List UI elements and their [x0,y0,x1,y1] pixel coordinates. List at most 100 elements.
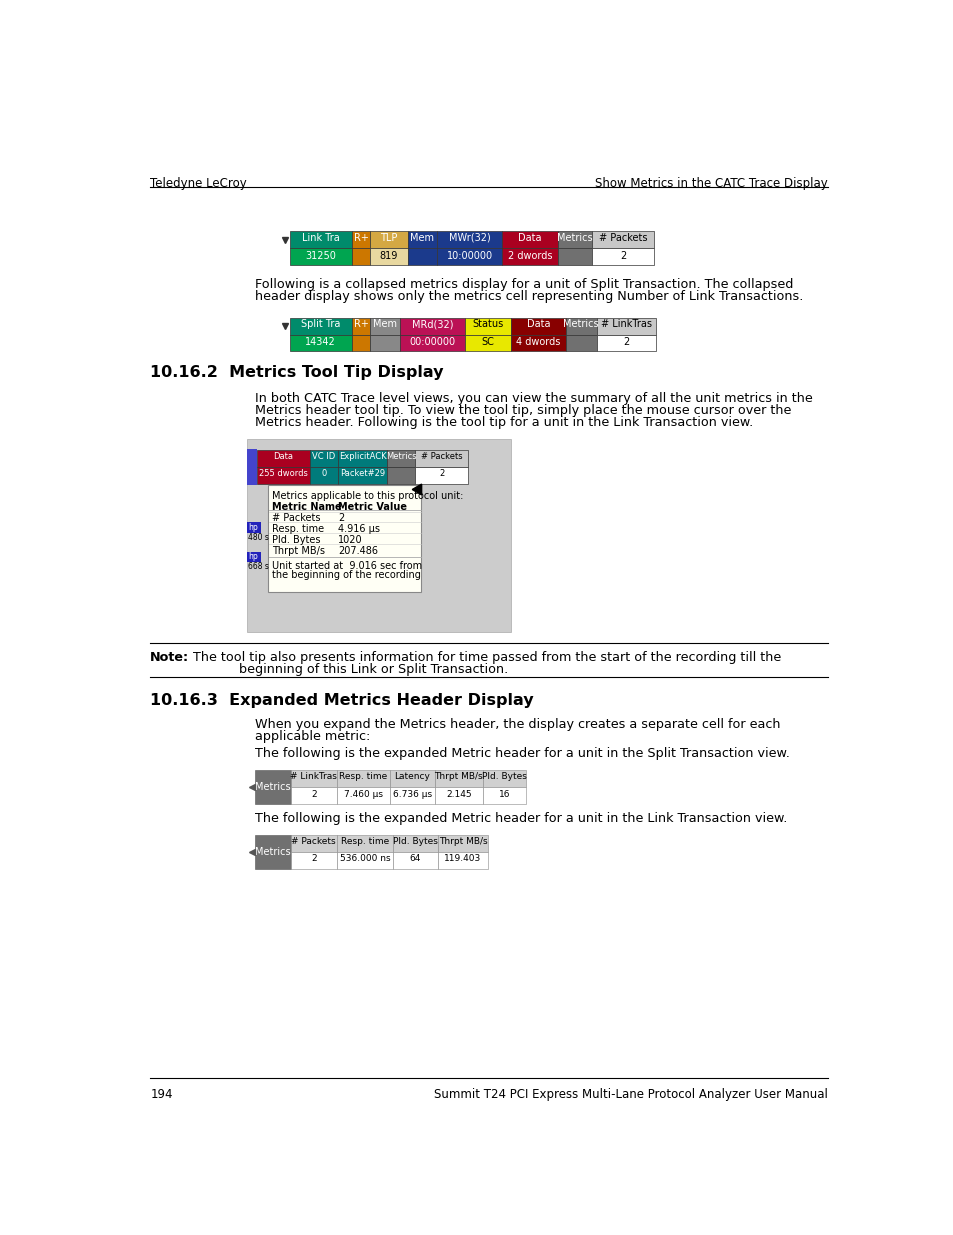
Text: Pld. Bytes: Pld. Bytes [393,836,437,846]
Bar [387,450,415,467]
Bar [437,835,488,852]
Text: Resp. time: Resp. time [340,836,389,846]
Bar [387,467,415,484]
Text: MRd(32): MRd(32) [411,319,453,330]
Bar [290,231,352,248]
Text: 4.916 μs: 4.916 μs [337,524,379,534]
Text: 31250: 31250 [305,251,335,261]
Bar [291,835,336,852]
Bar [257,450,310,467]
Text: Metrics: Metrics [254,782,291,792]
Text: Summit T24 PCI Express Multi-Lane Protocol Analyzer User Manual: Summit T24 PCI Express Multi-Lane Protoc… [434,1088,827,1100]
Bar [390,771,435,787]
Bar [337,450,387,467]
Text: Link Tra: Link Tra [301,233,339,243]
Text: Metrics applicable to this protocol unit:: Metrics applicable to this protocol unit… [272,490,463,501]
Text: VC ID: VC ID [312,452,335,461]
Bar [247,440,510,632]
Bar [291,787,336,804]
Bar [336,787,390,804]
Text: 00:00000: 00:00000 [409,337,455,347]
Text: 2: 2 [438,468,444,478]
Text: Metrics header tool tip. To view the tool tip, simply place the mouse cursor ove: Metrics header tool tip. To view the too… [254,404,790,417]
Text: Split Tra: Split Tra [301,319,340,330]
Text: hp: hp [248,552,257,562]
Text: applicable metric:: applicable metric: [254,730,370,743]
Bar [482,787,525,804]
Bar [254,771,291,804]
Text: Status: Status [472,319,503,330]
Bar [511,317,565,335]
Text: 10:00000: 10:00000 [446,251,492,261]
Text: beginning of this Link or Split Transaction.: beginning of this Link or Split Transact… [239,663,508,677]
Bar [336,852,393,869]
Bar [336,835,393,852]
Text: 194: 194 [150,1088,172,1100]
Bar [290,335,352,352]
Bar [291,852,336,869]
Bar [290,248,352,266]
Bar [415,450,468,467]
Text: 64: 64 [409,855,420,863]
Text: The tool tip also presents information for time passed from the start of the rec: The tool tip also presents information f… [193,651,781,664]
Text: 4 dwords: 4 dwords [516,337,560,347]
Bar [390,787,435,804]
Text: the beginning of the recording: the beginning of the recording [272,571,420,580]
Bar [407,231,436,248]
Text: Packet#29: Packet#29 [339,468,385,478]
Text: header display shows only the metrics cell representing Number of Link Transacti: header display shows only the metrics ce… [254,290,802,303]
Text: The following is the expanded Metric header for a unit in the Link Transaction v: The following is the expanded Metric hea… [254,811,786,825]
Text: 2.145: 2.145 [445,789,471,799]
Bar [436,248,501,266]
Text: # Packets: # Packets [420,452,462,461]
Text: ExplicitACK: ExplicitACK [338,452,386,461]
Text: # LinkTras: # LinkTras [600,319,651,330]
Bar [310,450,337,467]
Text: 2: 2 [619,251,625,261]
Bar [290,317,352,335]
Text: Show Metrics in the CATC Trace Display: Show Metrics in the CATC Trace Display [595,178,827,190]
Text: 7.460 μs: 7.460 μs [343,789,382,799]
Bar [247,448,257,485]
Bar [592,231,654,248]
Text: 2: 2 [311,789,316,799]
Text: Metrics header. Following is the tool tip for a unit in the Link Transaction vie: Metrics header. Following is the tool ti… [254,416,752,429]
Bar [352,231,370,248]
Text: # Packets: # Packets [272,514,320,524]
Text: 10.16.2  Metrics Tool Tip Display: 10.16.2 Metrics Tool Tip Display [150,366,443,380]
Text: 119.403: 119.403 [444,855,481,863]
Bar [247,552,261,562]
Bar [393,852,437,869]
Text: Metrics: Metrics [386,452,416,461]
Text: Note:: Note: [150,651,190,664]
Text: In both CATC Trace level views, you can view the summary of all the unit metrics: In both CATC Trace level views, you can … [254,391,812,405]
Text: Pld. Bytes: Pld. Bytes [272,535,320,545]
Text: hp: hp [248,524,257,532]
Bar [370,248,407,266]
Bar [352,317,370,335]
Text: Following is a collapsed metrics display for a unit of Split Transaction. The co: Following is a collapsed metrics display… [254,278,792,290]
Text: TLP: TLP [380,233,397,243]
Text: Data: Data [526,319,550,330]
Text: Thrpt MB/s: Thrpt MB/s [434,772,482,781]
Bar [464,317,511,335]
Text: Pld. Bytes: Pld. Bytes [481,772,526,781]
Text: 6.736 μs: 6.736 μs [393,789,432,799]
Bar [596,317,655,335]
Text: Resp. time: Resp. time [272,524,324,534]
Bar [592,248,654,266]
Text: 14342: 14342 [305,337,335,347]
Bar [435,787,482,804]
Text: # Packets: # Packets [292,836,335,846]
Bar [370,231,407,248]
Text: 1020: 1020 [337,535,362,545]
Text: 536.000 ns: 536.000 ns [339,855,390,863]
Text: 0: 0 [321,468,326,478]
Bar [415,467,468,484]
Bar [337,467,387,484]
Text: Mem: Mem [373,319,396,330]
Bar [565,335,596,352]
Text: 480 s: 480 s [248,534,269,542]
Text: MWr(32): MWr(32) [448,233,490,243]
Text: 668 s: 668 s [248,562,269,572]
